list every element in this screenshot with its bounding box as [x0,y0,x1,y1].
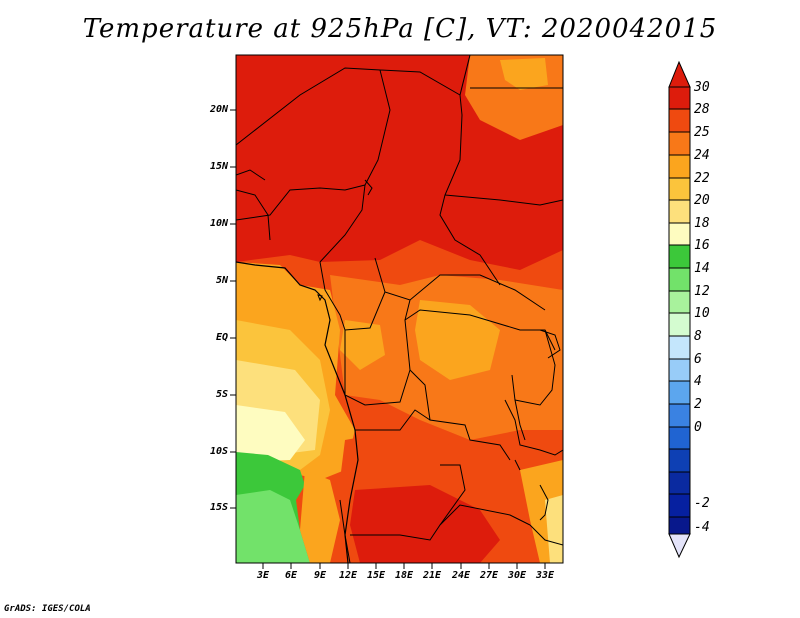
lon-label: 12E [338,570,358,581]
region-atlantic-18 [236,405,305,462]
lon-label: 9E [313,570,327,581]
colorbar-cell [668,86,691,110]
colorbar-label: 6 [694,352,702,367]
colorbar-label: 28 [694,102,710,117]
map-frame [235,54,564,564]
colorbar-label: 18 [694,216,710,231]
map-title: Temperature at 925hPa [C], VT: 202004201… [82,14,718,44]
colorbar-cell [668,493,691,518]
lat-label: 15S [209,502,228,513]
bioko-island [317,294,323,302]
grads-credit: GrADS: IGES/COLA [4,604,91,614]
colorbar-cell [668,471,691,495]
colorbar-cell [668,290,691,314]
lat-label: 15N [209,161,228,172]
region-gabon-24 [340,320,385,370]
coastline [236,261,359,563]
lon-label: 6E [284,570,298,581]
colorbar-label: 2 [694,397,702,412]
lon-label: 27E [479,570,499,581]
lat-label: EQ [215,332,228,343]
colorbar-label: 24 [694,148,710,163]
colorbar-label: 0 [694,420,702,435]
temperature-field [236,55,563,563]
lakes [364,179,561,521]
colorbar-cell [668,267,691,292]
lat-label: 5S [215,389,228,400]
colorbar-label: 30 [694,80,710,95]
colorbar [668,60,691,559]
colorbar-label: 10 [694,306,710,321]
colorbar-cell [668,199,691,224]
colorbar-cell [668,403,691,428]
colorbar-cell [668,244,691,269]
lon-label: 3E [256,570,270,581]
colorbar-cell [668,154,691,179]
lon-label: 30E [507,570,527,581]
colorbar-label: 12 [694,284,710,299]
lon-label: 24E [451,570,471,581]
region-se-20 [545,495,563,563]
colorbar-cell [668,448,691,473]
lat-ticks [230,109,236,509]
colorbar-label: 14 [694,261,710,276]
lon-ticks [262,563,546,569]
lat-label: 10S [209,446,228,457]
colorbar-label: 16 [694,238,710,253]
colorbar-cell [668,177,691,201]
colorbar-label: -4 [694,520,710,535]
colorbar-label: 20 [694,193,710,208]
colorbar-cell [668,222,691,246]
colorbar-label: 8 [694,329,702,344]
colorbar-cell [668,516,691,535]
colorbar-cell [668,335,691,360]
lon-label: 33E [535,570,555,581]
colorbar-cell [668,131,691,156]
colorbar-cell [668,312,691,337]
region-cool-14 [236,490,310,563]
country-borders [236,55,563,563]
region-south-above-28 [350,485,500,563]
lat-label: 5N [215,275,228,286]
colorbar-cell [668,108,691,133]
region-central-24 [415,300,500,380]
colorbar-cell [668,380,691,405]
colorbar-cell [668,358,691,382]
colorbar-cell [668,426,691,450]
colorbar-label: 4 [694,374,702,389]
region-ne-24 [500,58,548,90]
lat-label: 10N [209,218,228,229]
lon-label: 21E [422,570,442,581]
colorbar-bottom-arrow [668,533,691,559]
colorbar-label: -2 [694,496,710,511]
lon-label: 15E [366,570,386,581]
lon-label: 18E [394,570,414,581]
region-coast-24 [300,470,340,563]
colorbar-label: 25 [694,125,710,140]
colorbar-label: 22 [694,171,710,186]
colorbar-top-arrow [668,60,691,88]
lat-label: 20N [209,104,228,115]
